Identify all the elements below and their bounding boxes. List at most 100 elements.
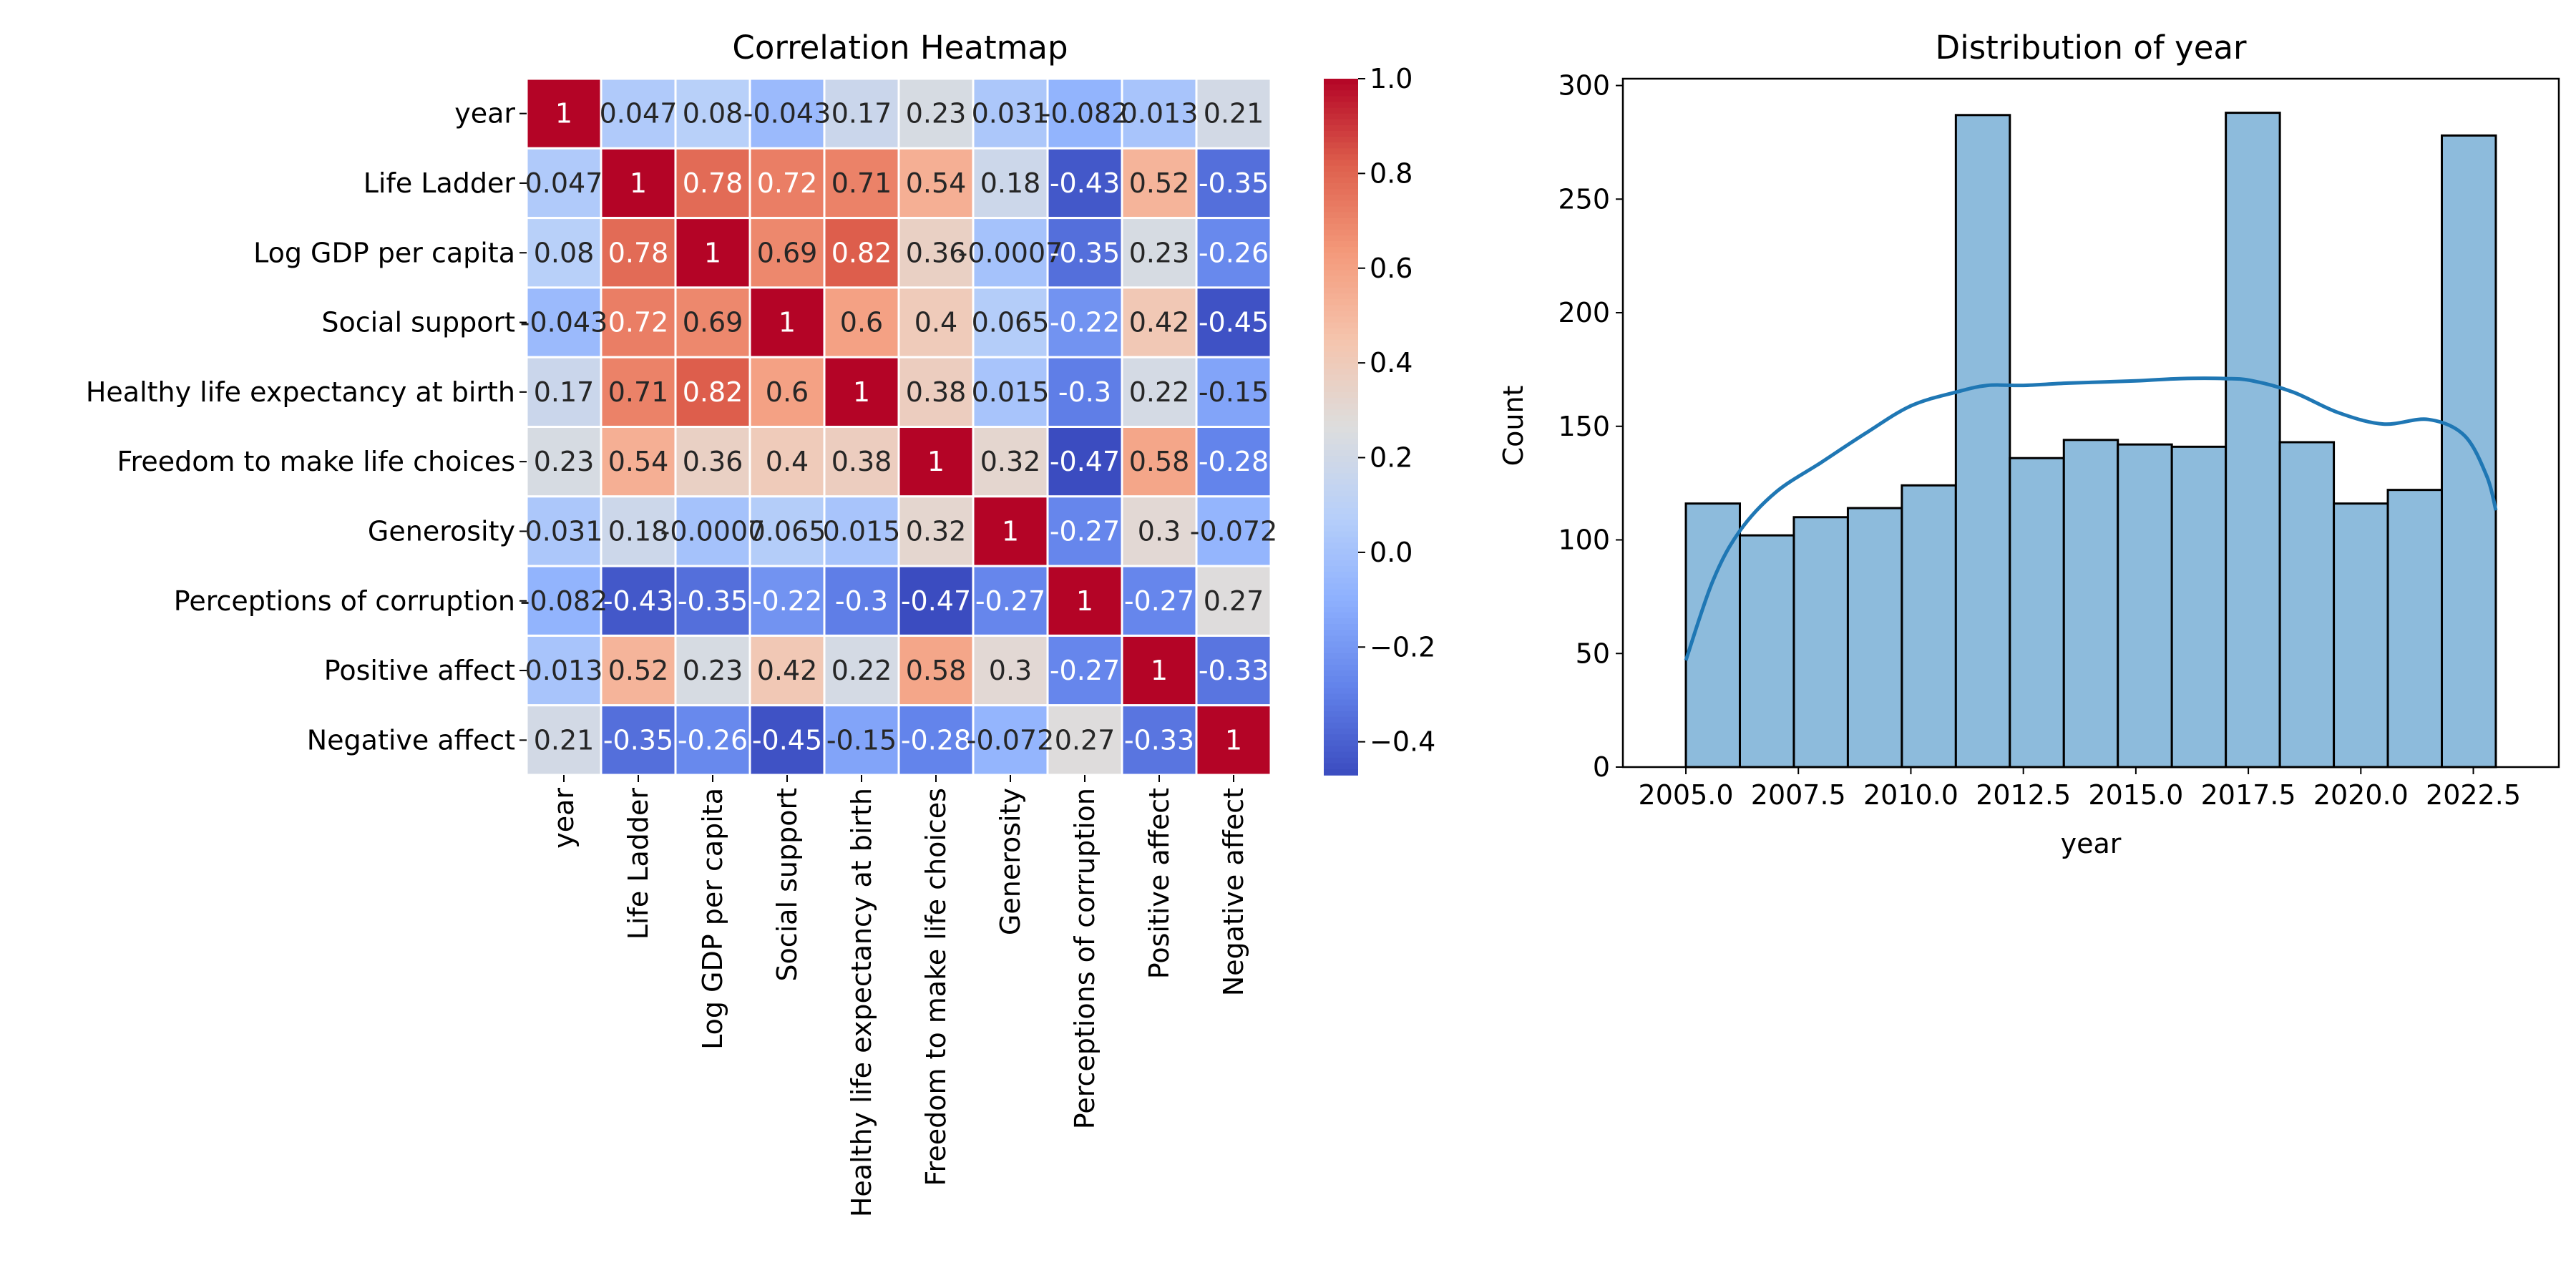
heatmap-column-label: Healthy life expectancy at birth bbox=[846, 788, 877, 1217]
colorbar-segment bbox=[1324, 740, 1358, 747]
colorbar-segment bbox=[1324, 676, 1358, 683]
colorbar-segment bbox=[1324, 223, 1358, 230]
colorbar-segment bbox=[1324, 635, 1358, 643]
heatmap-column-label: Log GDP per capita bbox=[697, 788, 728, 1050]
heatmap-cell-label: 0.3 bbox=[1138, 515, 1181, 547]
heatmap-cell-label: -0.043 bbox=[520, 307, 608, 338]
heatmap-cell bbox=[748, 217, 826, 289]
heatmap-cell-label: 0.82 bbox=[683, 376, 743, 408]
heatmap-cell-label: -0.43 bbox=[1050, 167, 1120, 199]
heatmap-cell-label: -0.35 bbox=[1050, 237, 1120, 268]
heatmap-colorbar: 1.0 0.8 0.6 0.4 0.2 0.0 −0.2 −0.4 bbox=[1324, 63, 1435, 776]
heatmap-cell-label: -0.15 bbox=[826, 724, 897, 756]
heatmap-cell bbox=[897, 77, 975, 150]
heatmap-cell-label: 1 bbox=[630, 167, 647, 199]
heatmap-cell bbox=[1195, 217, 1272, 289]
heatmap-cell-label: -0.0007 bbox=[958, 237, 1063, 268]
heatmap-cell-label: -0.27 bbox=[1050, 655, 1120, 686]
colorbar-segment bbox=[1324, 444, 1358, 451]
heatmap-cell bbox=[823, 77, 900, 150]
heatmap-cell-label: 0.78 bbox=[608, 237, 669, 268]
colorbar-segment bbox=[1324, 490, 1358, 497]
colorbar-segment bbox=[1324, 699, 1358, 706]
colorbar-segment bbox=[1324, 415, 1358, 422]
heatmap-cell bbox=[823, 356, 900, 429]
heatmap-cell bbox=[748, 704, 826, 776]
colorbar-tick-label: 1.0 bbox=[1370, 63, 1413, 94]
heatmap-cell-label: -0.22 bbox=[1050, 307, 1120, 338]
colorbar-segment bbox=[1324, 641, 1358, 648]
colorbar-tick-label: 0.2 bbox=[1370, 442, 1413, 474]
histogram-title: Distribution of year bbox=[1936, 29, 2247, 67]
histogram-bar bbox=[1846, 507, 1903, 769]
heatmap-cell bbox=[972, 286, 1049, 358]
heatmap-cell bbox=[674, 356, 751, 429]
colorbar-segment bbox=[1324, 189, 1358, 195]
heatmap-cell bbox=[972, 356, 1049, 429]
colorbar-segment bbox=[1324, 293, 1358, 300]
colorbar-segment bbox=[1324, 606, 1358, 613]
heatmap-cell bbox=[525, 356, 602, 429]
heatmap-row-labels: year Life Ladder Log GDP per capita Social … bbox=[86, 98, 527, 756]
heatmap-cell bbox=[600, 356, 677, 429]
heatmap-cell bbox=[600, 286, 677, 358]
heatmap-cell-label: 0.013 bbox=[1121, 98, 1199, 130]
heatmap-cell-label: 0.21 bbox=[534, 724, 595, 756]
colorbar-segment bbox=[1324, 757, 1358, 764]
colorbar-segment bbox=[1324, 386, 1358, 393]
heatmap-cell-label: 0.23 bbox=[906, 98, 967, 130]
heatmap-cell-label: 0.22 bbox=[1129, 376, 1190, 408]
histogram-y-tick-label: 250 bbox=[1558, 183, 1610, 215]
heatmap-cell-label: -0.35 bbox=[1199, 167, 1269, 199]
heatmap-cell-label: 0.3 bbox=[989, 655, 1032, 686]
heatmap-cell-label: -0.27 bbox=[1050, 515, 1120, 547]
heatmap-cell bbox=[897, 286, 975, 358]
heatmap-cell bbox=[674, 147, 751, 220]
colorbar-segment bbox=[1324, 363, 1358, 370]
colorbar-segment bbox=[1324, 688, 1358, 695]
heatmap-column-label: Life Ladder bbox=[623, 788, 654, 940]
heatmap-cell-label: 1 bbox=[555, 98, 572, 130]
colorbar-segment bbox=[1324, 462, 1358, 469]
heatmap-cell-label: 0.42 bbox=[757, 655, 818, 686]
colorbar-segment bbox=[1324, 600, 1358, 608]
heatmap-row-label: Negative affect bbox=[307, 724, 515, 756]
heatmap-cell-label: 0.23 bbox=[534, 446, 595, 477]
histogram-frame bbox=[1621, 77, 2560, 769]
colorbar-segment bbox=[1324, 397, 1358, 404]
colorbar-segment bbox=[1324, 734, 1358, 741]
heatmap-column-label: Social support bbox=[771, 788, 803, 982]
histogram-x-tick-label: 2015.0 bbox=[2088, 779, 2183, 811]
kde-curve bbox=[1684, 376, 2498, 661]
histogram-x-tick-label: 2010.0 bbox=[1863, 779, 1958, 811]
colorbar-segment bbox=[1324, 537, 1358, 544]
heatmap-row-label: Social support bbox=[321, 307, 515, 338]
colorbar-segment bbox=[1324, 693, 1358, 701]
colorbar-segment bbox=[1324, 589, 1358, 596]
colorbar-segment bbox=[1324, 467, 1358, 474]
colorbar-segment bbox=[1324, 624, 1358, 631]
colorbar-segment bbox=[1324, 165, 1358, 172]
heatmap-cell-label: -0.072 bbox=[967, 724, 1055, 756]
heatmap-cell-label: -0.28 bbox=[1199, 446, 1269, 477]
heatmap-cell-label: 0.27 bbox=[1055, 724, 1116, 756]
heatmap-cell-label: 1 bbox=[1076, 585, 1093, 617]
heatmap-cell-label: -0.3 bbox=[835, 585, 888, 617]
colorbar-segment bbox=[1324, 275, 1358, 283]
heatmap-cell-label: -0.33 bbox=[1124, 724, 1194, 756]
heatmap-cell-label: 0.82 bbox=[831, 237, 892, 268]
heatmap-cell-label: 0.52 bbox=[1129, 167, 1190, 199]
heatmap-cell bbox=[897, 565, 975, 637]
histogram-x-tick-label: 2020.0 bbox=[2313, 779, 2409, 811]
heatmap-cell-label: -0.082 bbox=[1041, 98, 1129, 130]
heatmap-cell-label: 0.6 bbox=[840, 307, 883, 338]
colorbar-segment bbox=[1324, 456, 1358, 462]
colorbar-segment bbox=[1324, 426, 1358, 434]
heatmap-cell-label: -0.043 bbox=[743, 98, 831, 130]
colorbar-segment bbox=[1324, 484, 1358, 492]
heatmap-row-label: Life Ladder bbox=[364, 167, 516, 199]
colorbar-segment bbox=[1324, 525, 1358, 532]
heatmap-cell-label: 0.6 bbox=[766, 376, 809, 408]
colorbar-segment bbox=[1324, 328, 1358, 335]
colorbar-segment bbox=[1324, 125, 1358, 132]
